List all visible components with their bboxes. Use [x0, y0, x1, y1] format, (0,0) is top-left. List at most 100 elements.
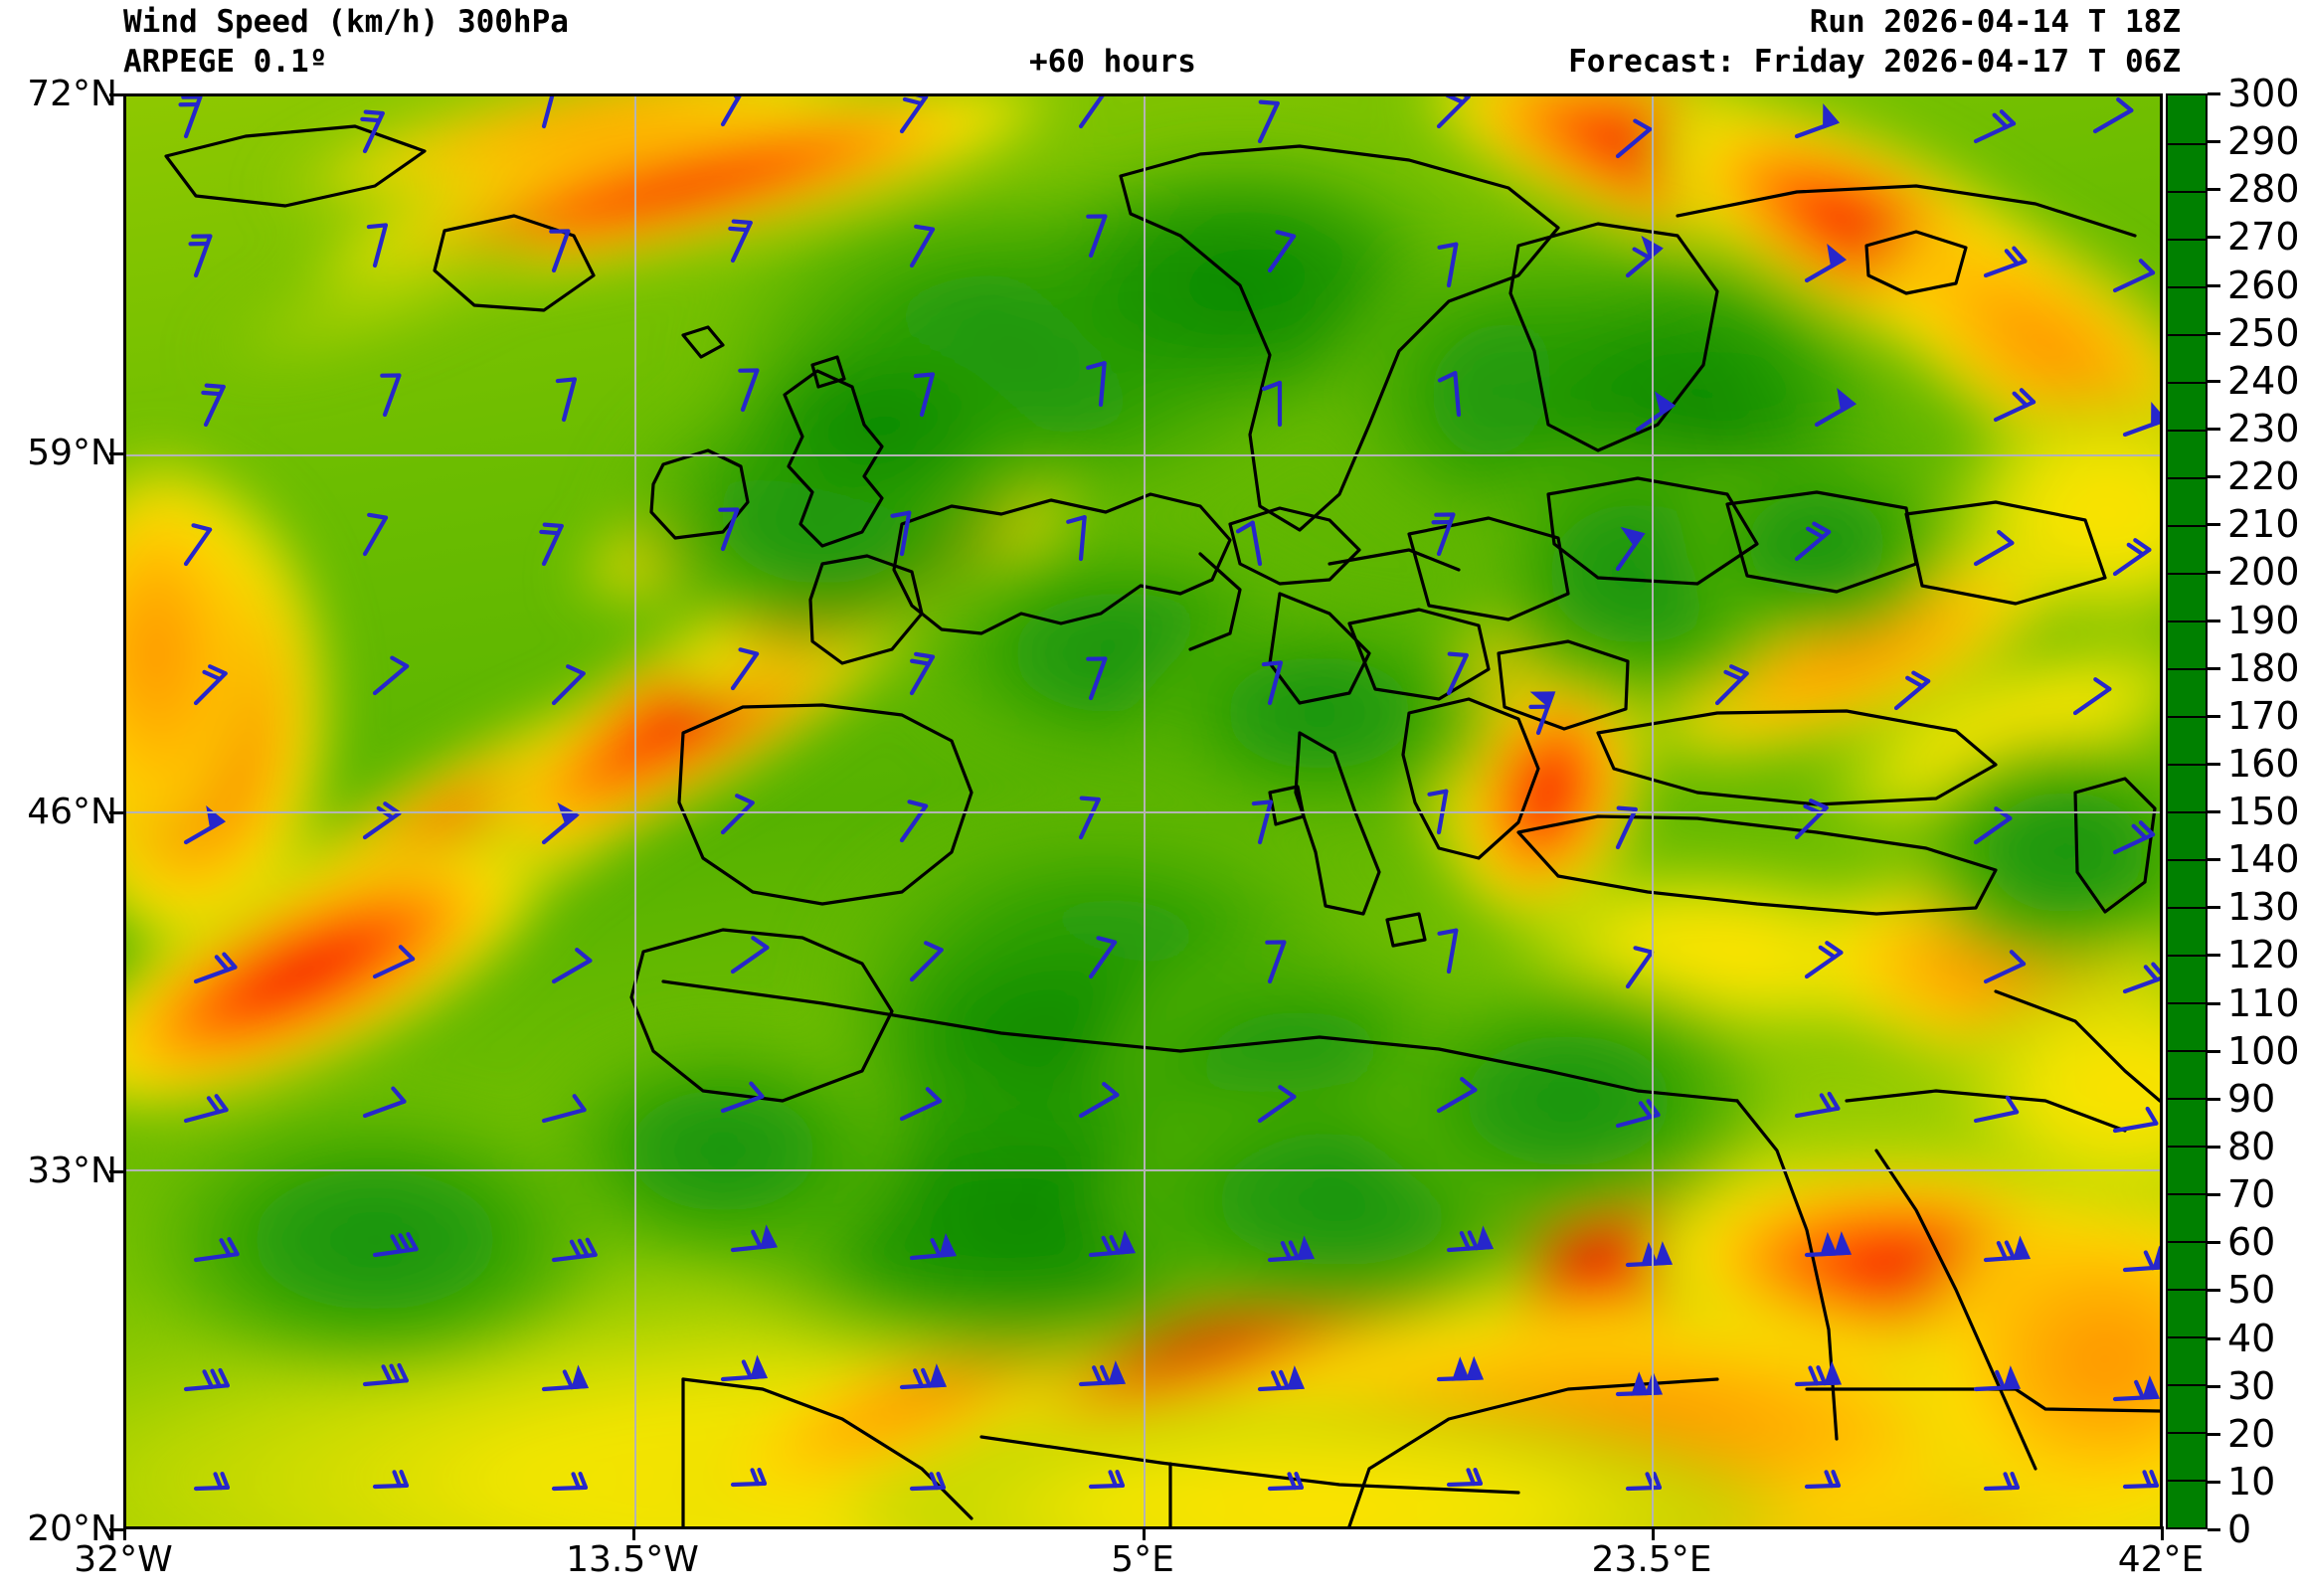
colorbar-label-220: 220: [2227, 454, 2300, 499]
colorbar-label-270: 270: [2227, 215, 2300, 260]
y-tick-46n: [109, 811, 123, 814]
colorbar-separator: [2168, 668, 2206, 670]
colorbar-separator: [2168, 859, 2206, 861]
wind-field-blobs: [126, 96, 2160, 1526]
colorbar-separator: [2168, 907, 2206, 909]
colorbar-tick-230: [2208, 427, 2220, 431]
colorbar-separator: [2168, 1432, 2206, 1434]
x-tick-23-5e: [1652, 1526, 1655, 1540]
colorbar-tick-120: [2208, 954, 2220, 958]
colorbar-label-190: 190: [2227, 598, 2300, 642]
x-tick-label-13-5w: 13.5°W: [566, 1539, 699, 1580]
colorbar-tick-250: [2208, 331, 2220, 335]
colorbar-label-0: 0: [2227, 1507, 2252, 1551]
colorbar-tick-10: [2208, 1480, 2220, 1484]
y-tick-72n: [109, 93, 123, 96]
forecast-hour-label: +60 hours: [1029, 44, 1196, 80]
colorbar-label-140: 140: [2227, 837, 2300, 882]
colorbar-tick-150: [2208, 810, 2220, 813]
colorbar-tick-200: [2208, 571, 2220, 575]
colorbar-label-90: 90: [2227, 1076, 2276, 1121]
colorbar-separator: [2168, 716, 2206, 718]
colorbar-tick-180: [2208, 666, 2220, 670]
colorbar-label-180: 180: [2227, 645, 2300, 690]
colorbar-label-70: 70: [2227, 1172, 2276, 1217]
run-timestamp-label: Run 2026-04-14 T 18Z: [1809, 4, 2181, 40]
colorbar-tick-130: [2208, 906, 2220, 910]
colorbar-separator: [2168, 143, 2206, 145]
colorbar-label-40: 40: [2227, 1316, 2276, 1360]
colorbar-label-200: 200: [2227, 550, 2300, 595]
colorbar-label-120: 120: [2227, 933, 2300, 977]
colorbar-label-30: 30: [2227, 1363, 2276, 1408]
colorbar-separator: [2168, 1241, 2206, 1243]
wind-speed-map[interactable]: [123, 93, 2163, 1529]
colorbar-separator: [2168, 191, 2206, 193]
colorbar-label-130: 130: [2227, 885, 2300, 930]
colorbar-tick-220: [2208, 475, 2220, 479]
colorbar-tick-70: [2208, 1193, 2220, 1197]
colorbar-separator: [2168, 764, 2206, 766]
wind-barbs: [178, 96, 2160, 1492]
colorbar-separator: [2168, 382, 2206, 384]
x-tick-label-32w: 32°W: [74, 1539, 173, 1580]
colorbar-tick-90: [2208, 1097, 2220, 1101]
gridline-lat-33n: [126, 1168, 2160, 1171]
colorbar-label-300: 300: [2227, 72, 2300, 115]
y-tick-label-46n: 46°N: [27, 792, 117, 832]
colorbar-label-210: 210: [2227, 502, 2300, 547]
colorbar-tick-0: [2208, 1528, 2220, 1531]
colorbar-label-160: 160: [2227, 741, 2300, 786]
page-title: Wind Speed (km/h) 300hPa: [123, 4, 569, 40]
colorbar-separator: [2168, 239, 2206, 241]
map-canvas: [126, 96, 2160, 1526]
y-tick-33n: [109, 1170, 123, 1173]
colorbar-tick-50: [2208, 1289, 2220, 1293]
colorbar-separator: [2168, 1050, 2206, 1052]
x-tick-label-23-5e: 23.5°E: [1591, 1539, 1712, 1580]
colorbar-tick-210: [2208, 523, 2220, 527]
colorbar-separator: [2168, 811, 2206, 813]
colorbar-label-170: 170: [2227, 693, 2300, 738]
colorbar-tick-60: [2208, 1241, 2220, 1245]
header: Wind Speed (km/h) 300hPa ARPEGE 0.1º +60…: [0, 0, 2300, 91]
colorbar-label-230: 230: [2227, 406, 2300, 450]
colorbar-label-50: 50: [2227, 1268, 2276, 1313]
model-label: ARPEGE 0.1º: [123, 44, 328, 80]
colorbar-separator: [2168, 525, 2206, 527]
colorbar-tick-270: [2208, 236, 2220, 240]
colorbar-separator: [2168, 621, 2206, 622]
colorbar-tick-290: [2208, 140, 2220, 144]
y-tick-label-33n: 33°N: [27, 1151, 117, 1191]
colorbar-separator: [2168, 1384, 2206, 1386]
colorbar[interactable]: [2166, 93, 2208, 1529]
x-tick-label-5e: 5°E: [1111, 1539, 1174, 1580]
colorbar-separator: [2168, 477, 2206, 479]
y-tick-59n: [109, 452, 123, 455]
colorbar-label-290: 290: [2227, 119, 2300, 164]
colorbar-label-150: 150: [2227, 790, 2300, 833]
colorbar-separator: [2168, 955, 2206, 957]
x-tick-13-5w: [632, 1526, 635, 1540]
wind-field-svg: [126, 96, 2160, 1526]
colorbar-label-80: 80: [2227, 1124, 2276, 1168]
coastlines: [164, 124, 2160, 1526]
gridline-lat-46n: [126, 811, 2160, 813]
y-tick-20n: [109, 1528, 123, 1531]
forecast-valid-label: Forecast: Friday 2026-04-17 T 06Z: [1568, 44, 2181, 80]
colorbar-separator: [2168, 334, 2206, 336]
x-tick-32w: [123, 1526, 126, 1540]
colorbar-separator: [2168, 573, 2206, 575]
colorbar-tick-300: [2208, 92, 2220, 95]
colorbar-label-280: 280: [2227, 167, 2300, 212]
colorbar-tick-100: [2208, 1049, 2220, 1053]
colorbar-tick-170: [2208, 714, 2220, 718]
x-tick-5e: [1143, 1526, 1146, 1540]
colorbar-tick-260: [2208, 283, 2220, 287]
gridline-lat-59n: [126, 453, 2160, 456]
x-tick-label-42e: 42°E: [2117, 1539, 2205, 1580]
colorbar-tick-190: [2208, 619, 2220, 622]
colorbar-separator: [2168, 430, 2206, 432]
colorbar-tick-30: [2208, 1384, 2220, 1388]
colorbar-label-20: 20: [2227, 1411, 2276, 1456]
